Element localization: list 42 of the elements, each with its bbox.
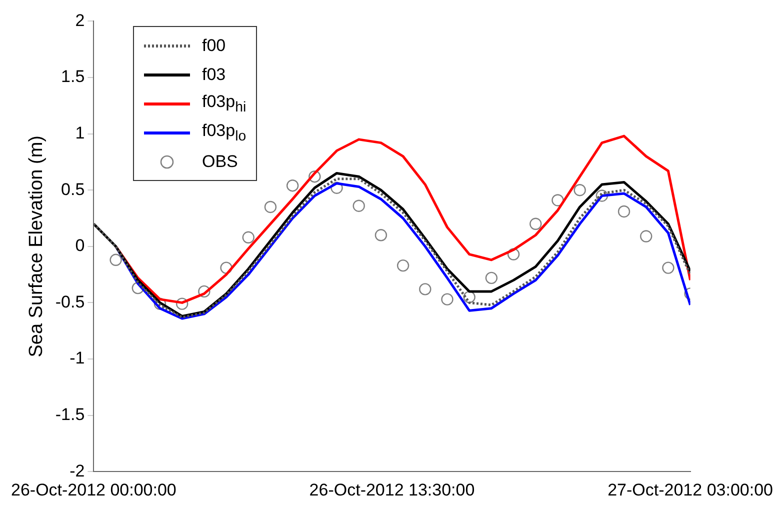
point	[507, 248, 520, 260]
legend-label: f00	[202, 36, 226, 56]
point	[463, 290, 476, 304]
legend-label: f03p$_{lo}$	[202, 120, 246, 144]
point	[396, 259, 410, 272]
point	[286, 179, 299, 192]
y-tick-label: 0.5	[61, 180, 85, 199]
x-tick-label: 27-Oct-2012 03:00:00	[608, 480, 774, 500]
point	[352, 200, 365, 212]
legend-label: f03p$_{hi}$	[202, 92, 246, 116]
point	[441, 293, 454, 306]
legend-label: OBS	[202, 152, 238, 172]
point	[176, 298, 188, 310]
point	[530, 218, 542, 230]
y-axis-title: Sea Surface Elevation (m)	[26, 136, 48, 358]
point	[485, 272, 498, 284]
y-tick-label: -0.5	[55, 292, 85, 312]
point	[640, 230, 652, 242]
y-tick-label: -1	[70, 348, 85, 368]
point	[330, 182, 343, 194]
point	[574, 184, 586, 196]
point	[552, 194, 564, 206]
point	[374, 229, 388, 242]
x-tick-label: 26-Oct-2012 00:00:00	[10, 480, 176, 500]
point	[264, 200, 277, 214]
y-tick-label: 1	[75, 123, 85, 142]
point	[308, 170, 321, 183]
point	[419, 283, 432, 296]
point	[242, 231, 254, 244]
x-tick-label: 26-Oct-2012 13:30:00	[309, 480, 475, 500]
legend-label: f03	[202, 64, 226, 84]
y-tick-label: 0	[75, 236, 85, 256]
y-tick-label: 1.5	[61, 67, 85, 86]
point	[618, 205, 630, 218]
point	[110, 254, 122, 266]
y-tick-label: -2	[70, 461, 85, 480]
point	[596, 190, 608, 202]
point	[220, 262, 232, 274]
point	[198, 285, 210, 298]
y-tick-label: -1.5	[55, 404, 85, 424]
y-tick-label: 2	[75, 10, 85, 30]
point	[662, 262, 674, 274]
